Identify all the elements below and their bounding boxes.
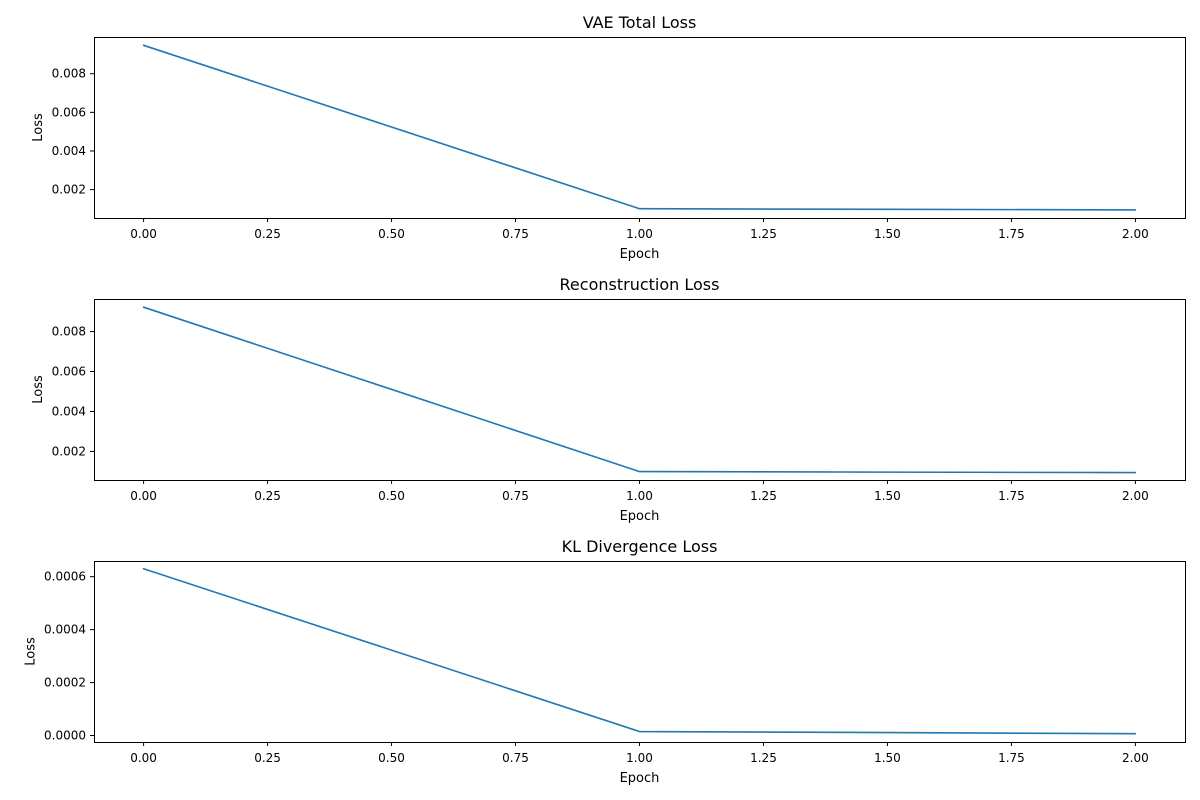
subplot-title: VAE Total Loss xyxy=(583,13,697,32)
y-tick-label: 0.006 xyxy=(52,365,86,379)
subplot-title: KL Divergence Loss xyxy=(562,537,718,556)
x-axis-label: Epoch xyxy=(620,771,660,786)
series-line-1 xyxy=(142,567,1137,735)
subplot-3: KL Divergence Loss 0.00 0.25 0.50 0.75 1.00 1.… xyxy=(23,537,1186,786)
x-tick-label: 0.50 xyxy=(378,751,405,765)
x-tick-label: 1.00 xyxy=(626,489,653,503)
x-tick-label: 0.00 xyxy=(130,227,157,241)
y-tick-label: 0.006 xyxy=(52,105,86,119)
x-tick-label: 0.75 xyxy=(502,751,529,765)
subplot-1: VAE Total Loss 0.00 0.25 0.50 0.75 1.00 1.25 1.… xyxy=(31,13,1186,262)
x-tick-label: 1.75 xyxy=(998,751,1025,765)
plot-frame xyxy=(94,37,1186,219)
y-tick-label: 0.0006 xyxy=(44,570,86,584)
y-tick-label: 0.004 xyxy=(52,404,86,418)
x-tick-label: 0.50 xyxy=(378,227,405,241)
x-tick-label: 0.00 xyxy=(130,751,157,765)
x-tick-label: 0.25 xyxy=(254,751,281,765)
y-tick-label: 0.0000 xyxy=(44,729,86,743)
subplot-2: Reconstruction Loss 0.00 0.25 0.50 0.75 1.00 1… xyxy=(31,275,1186,524)
x-tick-label: 0.25 xyxy=(254,227,281,241)
x-tick-label: 1.50 xyxy=(874,751,901,765)
x-tick-label: 0.50 xyxy=(378,489,405,503)
x-tick-label: 1.75 xyxy=(998,489,1025,503)
x-tick-label: 0.75 xyxy=(502,227,529,241)
x-tick-label: 1.25 xyxy=(750,227,777,241)
y-tick-label: 0.008 xyxy=(52,325,86,339)
x-tick-label: 1.25 xyxy=(750,489,777,503)
y-axis-label: Loss xyxy=(31,375,46,404)
x-tick-label: 2.00 xyxy=(1122,751,1149,765)
x-tick-label: 2.00 xyxy=(1122,227,1149,241)
x-tick-label: 0.25 xyxy=(254,489,281,503)
x-tick-label: 1.75 xyxy=(998,227,1025,241)
plot-frame xyxy=(94,299,1186,481)
series-line-1 xyxy=(142,306,1137,474)
y-tick-label: 0.004 xyxy=(52,144,86,158)
x-tick-label: 1.00 xyxy=(626,751,653,765)
x-axis-label: Epoch xyxy=(620,247,660,262)
x-tick-label: 0.75 xyxy=(502,489,529,503)
y-axis-label: Loss xyxy=(31,113,46,142)
x-tick-label: 1.00 xyxy=(626,227,653,241)
x-axis-label: Epoch xyxy=(620,509,660,524)
x-tick-label: 1.25 xyxy=(750,751,777,765)
y-tick-label: 0.0004 xyxy=(44,623,86,637)
x-tick-label: 2.00 xyxy=(1122,489,1149,503)
plot-frame xyxy=(94,561,1186,743)
y-axis-label: Loss xyxy=(23,637,38,666)
series-line-1 xyxy=(142,44,1137,211)
subplot-title: Reconstruction Loss xyxy=(560,275,720,294)
x-tick-label: 0.00 xyxy=(130,489,157,503)
y-tick-label: 0.008 xyxy=(52,67,86,81)
x-tick-label: 1.50 xyxy=(874,489,901,503)
y-tick-label: 0.002 xyxy=(52,183,86,197)
y-tick-label: 0.002 xyxy=(52,444,86,458)
x-tick-label: 1.50 xyxy=(874,227,901,241)
y-tick-label: 0.0002 xyxy=(44,676,86,690)
